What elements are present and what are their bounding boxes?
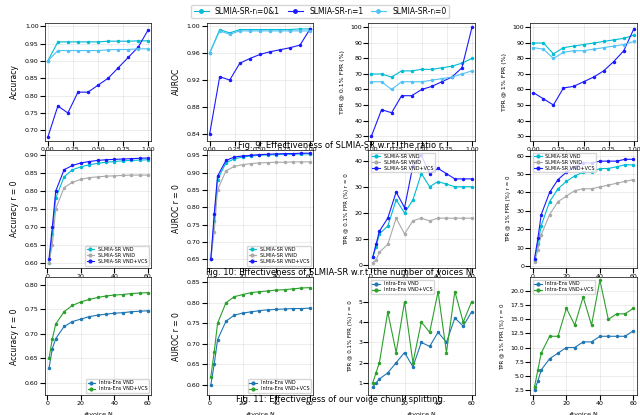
X-axis label: #voice N: #voice N — [84, 285, 113, 290]
Y-axis label: AUROC r = 0: AUROC r = 0 — [172, 185, 181, 234]
X-axis label: #voice N: #voice N — [569, 412, 598, 415]
X-axis label: #voice N: #voice N — [246, 285, 275, 290]
Legend: Intra-Ens VND, Intra-Ens VND+VCS: Intra-Ens VND, Intra-Ens VND+VCS — [371, 280, 434, 294]
X-axis label: membership inference ratio rₘ: membership inference ratio rₘ — [50, 157, 146, 162]
X-axis label: #voice N: #voice N — [84, 412, 113, 415]
Y-axis label: TPR @ 0.1% FPR (%): TPR @ 0.1% FPR (%) — [340, 50, 345, 114]
Y-axis label: TPR @ 1% FPR (%) r = 0: TPR @ 1% FPR (%) r = 0 — [506, 176, 511, 242]
Legend: SLMIA-SR-rᵢ=0&1, SLMIA-SR-rᵢ=1, SLMIA-SR-rᵢ=0: SLMIA-SR-rᵢ=0&1, SLMIA-SR-rᵢ=1, SLMIA-SR… — [191, 5, 449, 18]
Y-axis label: AUROC r = 0: AUROC r = 0 — [172, 312, 181, 361]
Text: Fig. 11: Effectiveness of our voice chunk splitting.: Fig. 11: Effectiveness of our voice chun… — [236, 395, 445, 404]
Legend: SLMIA-SR VND, SLMIA-SR VNID, SLMIA-SR VND+VCS: SLMIA-SR VND, SLMIA-SR VNID, SLMIA-SR VN… — [247, 246, 310, 266]
X-axis label: #voice N: #voice N — [407, 285, 436, 290]
X-axis label: #voice N: #voice N — [569, 285, 598, 290]
Legend: Intra-Ens VND, Intra-Ens VND+VCS: Intra-Ens VND, Intra-Ens VND+VCS — [532, 280, 595, 294]
Y-axis label: TPR @ 1% FPR (%): TPR @ 1% FPR (%) — [502, 53, 507, 111]
Y-axis label: Accuracy r = 0: Accuracy r = 0 — [10, 181, 19, 237]
Legend: Intra-Ens VND, Intra-Ens VND+VCS: Intra-Ens VND, Intra-Ens VND+VCS — [248, 379, 310, 393]
Y-axis label: TPR @ 0.1% FPR (%) r = 0: TPR @ 0.1% FPR (%) r = 0 — [348, 300, 353, 372]
X-axis label: #voice N: #voice N — [246, 412, 275, 415]
Y-axis label: TPR @ 0.1% FPR (%) r = 0: TPR @ 0.1% FPR (%) r = 0 — [344, 173, 349, 245]
Text: Fig. 9: Effectiveness of SLMIA-SR w.r.t. the ratio r.: Fig. 9: Effectiveness of SLMIA-SR w.r.t.… — [237, 141, 444, 150]
X-axis label: membership inference ratio rₘ: membership inference ratio rₘ — [536, 157, 632, 162]
Y-axis label: Accuracy: Accuracy — [10, 64, 19, 99]
X-axis label: membership inference ratio rₘ: membership inference ratio rₘ — [374, 157, 470, 162]
Legend: SLMIA-SR VND, SLMIA-SR VNID, SLMIA-SR VND+VCS: SLMIA-SR VND, SLMIA-SR VNID, SLMIA-SR VN… — [371, 153, 435, 172]
Legend: SLMIA-SR VND, SLMIA-SR VNID, SLMIA-SR VND+VCS: SLMIA-SR VND, SLMIA-SR VNID, SLMIA-SR VN… — [85, 246, 149, 266]
Legend: Intra-Ens VND, Intra-Ens VND+VCS: Intra-Ens VND, Intra-Ens VND+VCS — [86, 379, 149, 393]
Legend: SLMIA-SR VND, SLMIA-SR VNID, SLMIA-SR VND+VCS: SLMIA-SR VND, SLMIA-SR VNID, SLMIA-SR VN… — [532, 153, 596, 172]
X-axis label: membership inference ratio rₘ: membership inference ratio rₘ — [212, 157, 308, 162]
X-axis label: #voice N: #voice N — [407, 412, 436, 415]
Y-axis label: TPR @ 1% FPR (%) r = 0: TPR @ 1% FPR (%) r = 0 — [500, 303, 505, 369]
Text: Fig. 10: Effectiveness of SLMIA-SR w.r.t. the number of voices N.: Fig. 10: Effectiveness of SLMIA-SR w.r.t… — [207, 268, 475, 277]
Y-axis label: AUROC: AUROC — [172, 68, 181, 95]
Y-axis label: Accuracy r = 0: Accuracy r = 0 — [10, 308, 19, 364]
